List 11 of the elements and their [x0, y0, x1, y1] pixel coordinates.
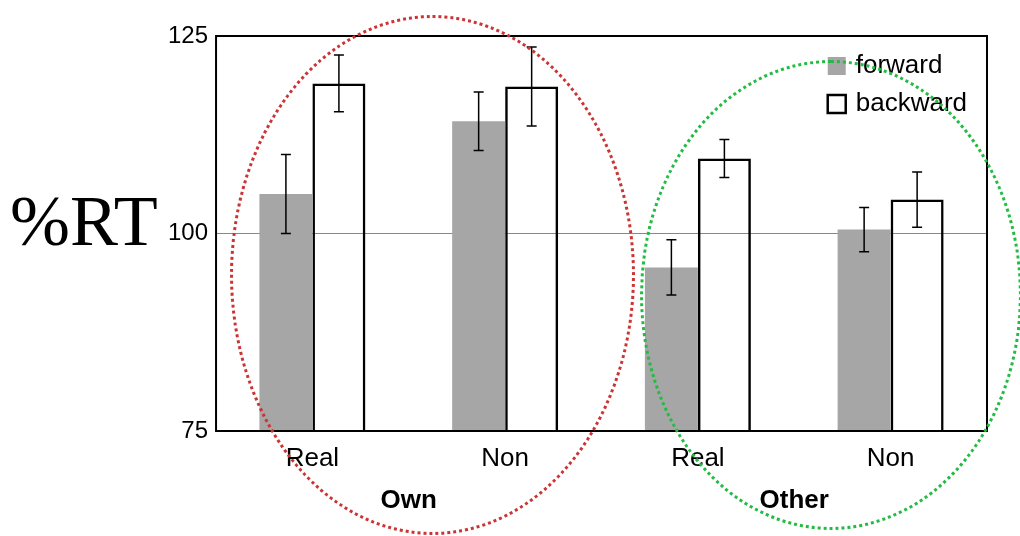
x-tick-label: Real [285, 441, 340, 472]
y-axis-title: %RT [10, 180, 158, 263]
text: Own [380, 484, 437, 515]
y-tick-label: 125 [168, 20, 209, 48]
text: Other [759, 484, 829, 515]
x-tick-label: Real [671, 441, 725, 472]
x-tick-label: Non [481, 441, 529, 472]
x-tick-label: Non [866, 441, 915, 472]
y-tick-label: 100 [168, 218, 209, 246]
legend-label: forward [855, 49, 943, 80]
y-tick-label: 75 [181, 415, 209, 443]
